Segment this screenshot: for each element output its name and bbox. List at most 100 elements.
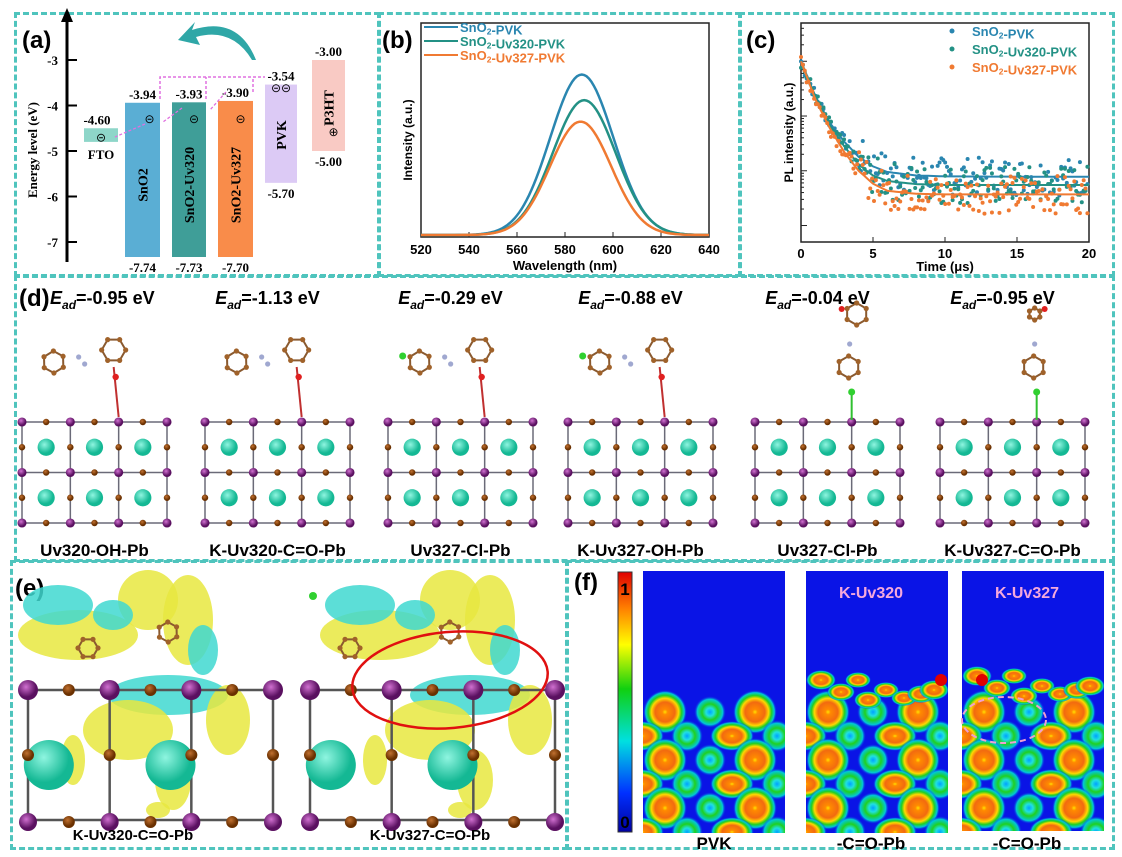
legend-label: SnO2-PVK <box>460 20 523 38</box>
data-point <box>1062 166 1067 171</box>
density-max <box>976 674 988 686</box>
data-point <box>851 149 856 154</box>
data-point <box>999 181 1004 186</box>
data-point <box>971 207 976 212</box>
pl-curve-0 <box>421 73 710 237</box>
i-atom <box>226 684 239 696</box>
data-point <box>1053 211 1058 216</box>
c-atom <box>300 337 306 343</box>
density-lobe <box>962 817 983 831</box>
c-atom <box>243 353 249 359</box>
colorbar-max-label: 1 <box>620 580 629 599</box>
pb-atom <box>17 467 27 478</box>
c-atom <box>663 357 669 363</box>
data-point <box>924 195 929 200</box>
data-point <box>901 174 906 179</box>
panel-c-label: (c) <box>746 27 775 54</box>
data-point <box>1070 196 1075 201</box>
c-atom <box>663 337 669 343</box>
data-point <box>1074 188 1079 193</box>
bar-name-label: P3HT <box>323 89 338 125</box>
data-point <box>928 179 933 184</box>
data-point <box>872 154 877 159</box>
data-point <box>905 173 910 178</box>
ring <box>1023 354 1045 380</box>
i-atom <box>960 418 968 426</box>
pb-atom <box>660 467 670 478</box>
data-point <box>939 183 944 188</box>
data-point <box>956 207 961 212</box>
data-point <box>827 115 832 120</box>
i-atom <box>139 469 147 476</box>
data-point <box>898 199 903 204</box>
cs-atom <box>427 740 478 790</box>
data-point <box>883 154 888 159</box>
data-point <box>1029 181 1034 186</box>
density-lobe <box>857 744 889 776</box>
c-atom <box>1026 308 1033 314</box>
data-point <box>821 105 826 110</box>
c-atom <box>645 347 651 353</box>
bar-name-label: PVK <box>275 120 290 150</box>
cs-atom <box>955 438 973 456</box>
c-atom <box>1021 358 1027 365</box>
n-atom <box>76 354 82 360</box>
data-point <box>1038 198 1043 203</box>
cl-atom <box>309 592 317 600</box>
pb-atom <box>1080 467 1090 478</box>
data-point <box>1085 211 1090 216</box>
c-atom <box>465 347 471 353</box>
c-atom <box>234 370 240 376</box>
density-lobe <box>962 690 1006 734</box>
ring <box>466 338 493 362</box>
c-atom <box>844 305 850 312</box>
data-point <box>1036 188 1041 193</box>
structure-name-label: K-Uv327-C=O-Pb <box>944 541 1081 560</box>
c-atom <box>855 369 861 376</box>
bar-name-label: SnO2 <box>137 168 152 201</box>
density-lobe <box>671 816 703 833</box>
ring <box>646 338 673 362</box>
data-point <box>976 209 981 214</box>
data-point <box>815 94 820 99</box>
i-atom <box>42 469 50 476</box>
data-point <box>933 177 938 182</box>
density-lobe <box>733 690 777 734</box>
cs-atom <box>1003 438 1022 456</box>
pb-atom <box>750 518 760 528</box>
n-atom <box>259 354 265 360</box>
data-point <box>965 201 970 206</box>
data-point <box>1066 158 1071 163</box>
cs-atom <box>680 438 698 456</box>
isosurface <box>363 735 387 785</box>
cs-atom <box>403 489 421 507</box>
ring <box>283 338 310 362</box>
i-atom <box>775 469 783 476</box>
i-atom <box>115 444 122 451</box>
density-lobe <box>1013 792 1045 824</box>
c-atom <box>95 645 101 651</box>
bar-name-label: FTO <box>88 147 115 162</box>
i-atom <box>588 418 596 426</box>
c-atom <box>669 347 675 353</box>
i-atom <box>637 469 644 476</box>
data-point <box>847 150 852 155</box>
data-point <box>974 182 979 187</box>
data-point <box>984 165 989 170</box>
data-point <box>935 185 940 190</box>
i-atom <box>103 749 116 761</box>
i-atom <box>872 469 880 476</box>
c-atom <box>99 347 105 353</box>
cs-atom <box>770 438 788 456</box>
i-atom <box>709 444 717 451</box>
c-atom <box>1037 314 1043 320</box>
i-atom <box>661 444 668 451</box>
i-atom <box>384 444 392 451</box>
i-atom <box>18 494 26 501</box>
data-point <box>860 138 865 143</box>
x-tick-label: 640 <box>698 242 720 257</box>
data-point <box>827 130 832 135</box>
i-atom <box>408 469 416 476</box>
data-point <box>924 176 929 181</box>
y-axis-label: PL intensity (a.u.) <box>782 83 796 183</box>
